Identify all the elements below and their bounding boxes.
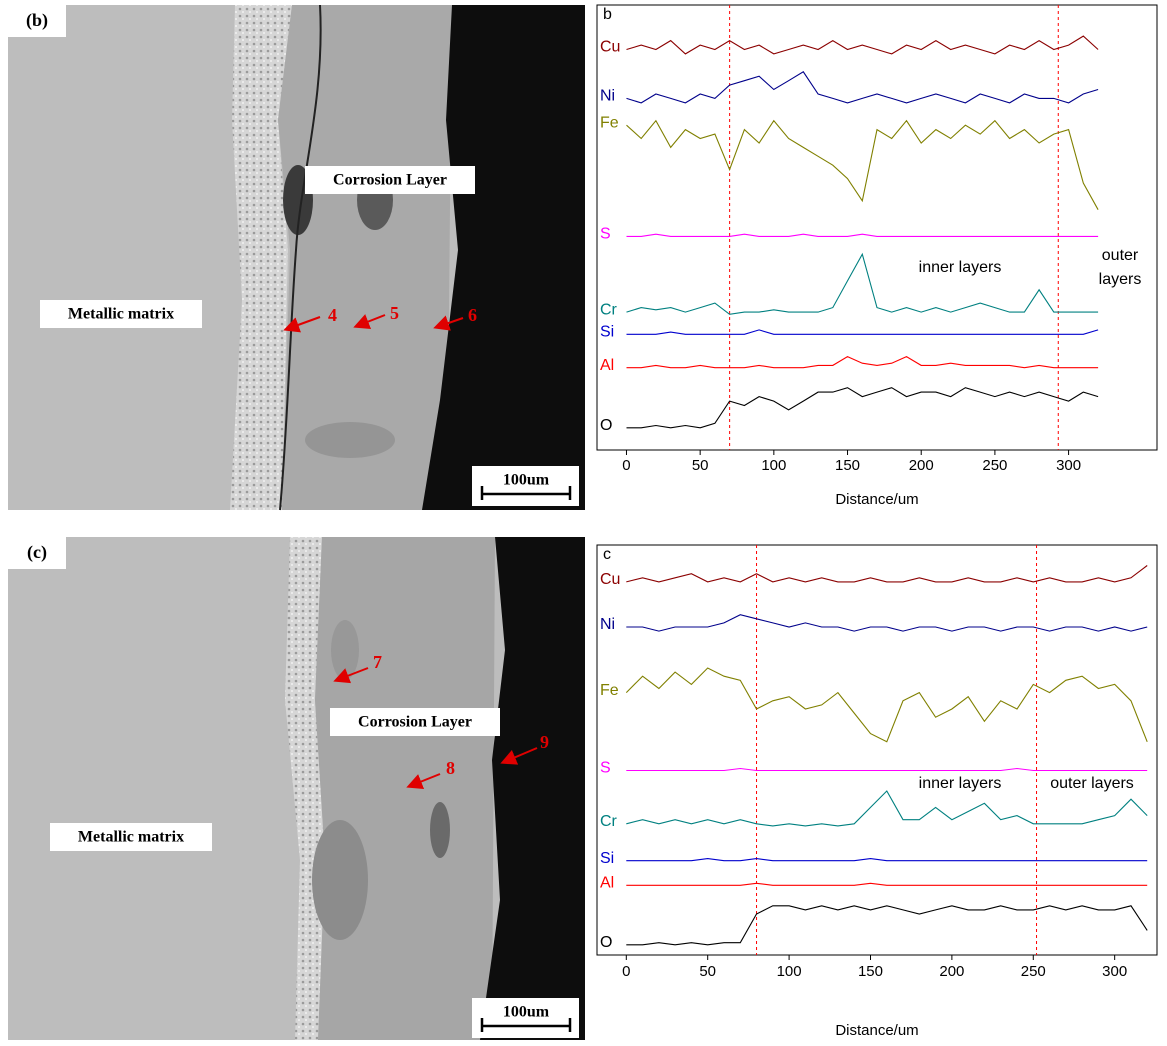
annotation: inner layers [919,775,1002,792]
series-label: Cr [600,301,618,318]
element-line [626,883,1147,885]
point-label: 9 [540,732,549,752]
annotation: outer [1102,247,1139,264]
sem-image-b: (b) Corrosion Layer Metallic matrix 4 5 … [8,5,585,510]
point-label: 4 [328,305,337,325]
element-line [627,254,1099,314]
series-label: S [600,760,611,777]
x-tick-label: 250 [982,457,1007,474]
element-line [627,234,1099,236]
region-label: Metallic matrix [78,829,184,846]
element-line [627,357,1099,368]
plot-frame [597,545,1157,955]
series-label: Ni [600,88,615,105]
element-line [626,668,1147,742]
sem-image-c: (c) Corrosion Layer Metallic matrix 7 8 … [8,537,585,1040]
element-line [626,906,1147,945]
series-label: O [600,934,612,951]
panel-label: (b) [26,10,48,31]
x-tick-label: 300 [1102,963,1127,980]
element-line [626,769,1147,771]
series-label: Cr [600,813,618,830]
point-label: 7 [373,652,382,672]
x-axis-label: Distance/um [835,491,918,508]
annotation: inner layers [919,259,1002,276]
annotation: outer layers [1050,775,1134,792]
scale-bar-label: 100um [503,1004,550,1021]
scale-bar-label: 100um [503,472,550,489]
element-line [627,330,1099,334]
element-line [627,121,1099,210]
element-line [626,615,1147,631]
x-tick-label: 50 [699,963,716,980]
element-line [627,388,1099,428]
series-label: Cu [600,571,620,588]
region-label: Corrosion Layer [333,172,447,189]
plot-frame [597,5,1157,450]
figure: (b) Corrosion Layer Metallic matrix 4 5 … [0,0,1167,1046]
series-label: Cu [600,39,620,56]
series-label: O [600,417,612,434]
panel-title: b [603,6,612,23]
series-label: Fe [600,682,619,699]
x-tick-label: 150 [835,457,860,474]
x-tick-label: 200 [939,963,964,980]
series-label: Si [600,324,614,341]
panel-label: (c) [27,542,47,563]
point-label: 6 [468,305,477,325]
element-line [627,36,1099,54]
x-tick-label: 50 [692,457,709,474]
series-label: Fe [600,114,619,131]
x-tick-label: 0 [622,457,630,474]
point-label: 8 [446,758,455,778]
region-label: Metallic matrix [68,306,174,323]
series-label: Al [600,357,614,374]
x-tick-label: 200 [909,457,934,474]
element-line [626,791,1147,826]
x-tick-label: 250 [1021,963,1046,980]
element-line [626,859,1147,861]
series-label: S [600,226,611,243]
point-label: 5 [390,303,399,323]
x-tick-label: 100 [761,457,786,474]
region-label: Corrosion Layer [358,714,472,731]
x-tick-label: 100 [777,963,802,980]
x-tick-label: 300 [1056,457,1081,474]
series-label: Al [600,875,614,892]
series-label: Si [600,850,614,867]
x-tick-label: 0 [622,963,630,980]
x-tick-label: 150 [858,963,883,980]
annotation: layers [1099,271,1142,288]
element-line [627,72,1099,103]
x-axis-label: Distance/um [835,1022,918,1039]
panel-title: c [603,546,611,563]
series-label: Ni [600,616,615,633]
element-line [626,566,1147,582]
